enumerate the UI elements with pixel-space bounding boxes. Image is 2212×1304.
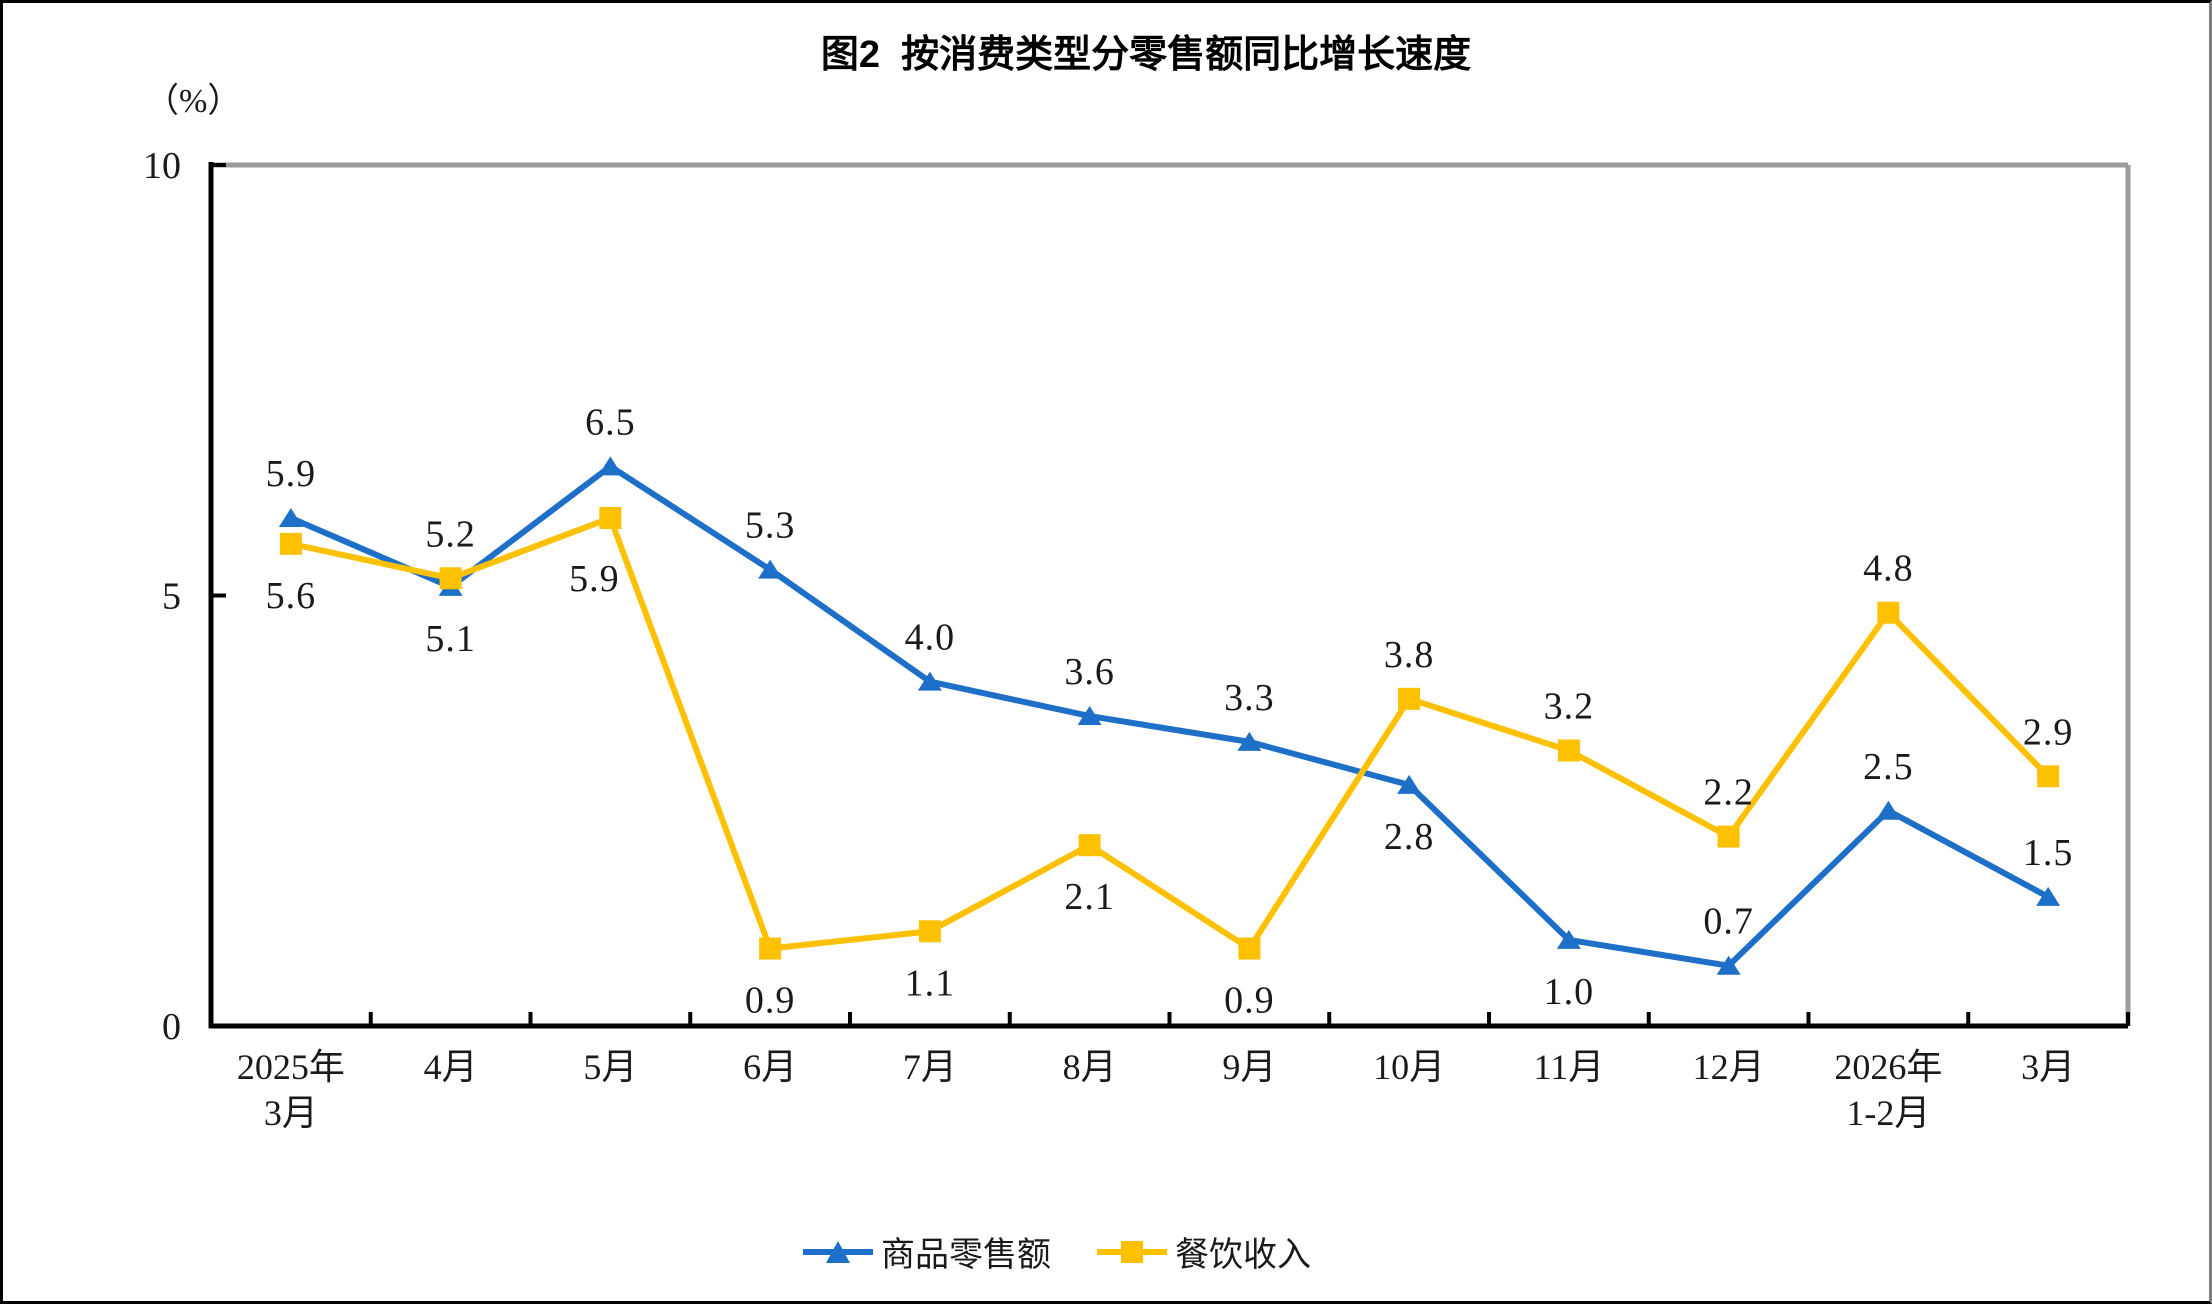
svg-text:1-2月: 1-2月 <box>1846 1093 1930 1133</box>
svg-text:1.1: 1.1 <box>905 962 956 1004</box>
legend-label-catering-income: 餐饮收入 <box>1175 1237 1311 1274</box>
svg-text:2025年: 2025年 <box>237 1047 345 1087</box>
svg-text:7月: 7月 <box>903 1047 957 1087</box>
legend-label-goods-retail: 商品零售额 <box>881 1237 1051 1274</box>
catering-income-series-swatch-icon <box>1097 1240 1167 1263</box>
svg-text:11月: 11月 <box>1534 1047 1605 1087</box>
legend-item-catering-income: 餐饮收入 <box>1097 1227 1311 1276</box>
svg-text:3.8: 3.8 <box>1384 634 1435 676</box>
svg-text:2.5: 2.5 <box>1863 746 1914 788</box>
svg-text:5.9: 5.9 <box>569 558 620 600</box>
svg-text:5.2: 5.2 <box>425 513 476 555</box>
svg-text:1.5: 1.5 <box>2023 832 2074 874</box>
svg-text:10月: 10月 <box>1373 1047 1445 1087</box>
y-axis-unit-label: （%） <box>145 83 242 120</box>
svg-text:12月: 12月 <box>1693 1047 1765 1087</box>
svg-text:1.0: 1.0 <box>1544 971 1595 1013</box>
svg-text:4.0: 4.0 <box>905 617 956 659</box>
svg-text:3月: 3月 <box>264 1093 318 1133</box>
svg-text:2.8: 2.8 <box>1384 816 1435 858</box>
svg-text:2.2: 2.2 <box>1703 772 1754 814</box>
svg-text:6月: 6月 <box>743 1047 797 1087</box>
svg-text:2026年: 2026年 <box>1834 1047 1942 1087</box>
svg-text:6.5: 6.5 <box>585 401 636 443</box>
svg-text:3月: 3月 <box>2021 1047 2075 1087</box>
svg-text:5.6: 5.6 <box>266 575 317 617</box>
svg-text:4.8: 4.8 <box>1863 548 1914 590</box>
legend-item-goods-retail: 商品零售额 <box>803 1227 1051 1276</box>
svg-text:5: 5 <box>162 576 181 618</box>
svg-text:3.3: 3.3 <box>1224 677 1275 719</box>
chart-title: 图2 按消费类型分零售额同比增长速度 <box>820 34 1472 76</box>
svg-text:5.3: 5.3 <box>745 505 796 547</box>
svg-text:4月: 4月 <box>424 1047 478 1087</box>
goods-retail-series-swatch-icon <box>803 1240 873 1263</box>
svg-text:5.1: 5.1 <box>425 618 476 660</box>
svg-text:5月: 5月 <box>583 1047 637 1087</box>
svg-text:2.1: 2.1 <box>1064 876 1115 918</box>
svg-text:9月: 9月 <box>1222 1047 1276 1087</box>
legend: 商品零售额 餐饮收入 <box>803 1227 1311 1276</box>
svg-text:0.9: 0.9 <box>745 980 796 1022</box>
svg-text:3.6: 3.6 <box>1064 651 1115 693</box>
svg-text:0: 0 <box>162 1006 181 1048</box>
svg-text:8月: 8月 <box>1063 1047 1117 1087</box>
svg-text:10: 10 <box>143 145 181 187</box>
svg-text:2.9: 2.9 <box>2023 711 2074 753</box>
svg-text:5.9: 5.9 <box>266 453 317 495</box>
svg-text:3.2: 3.2 <box>1544 685 1595 727</box>
svg-text:0.7: 0.7 <box>1703 901 1754 943</box>
svg-text:0.9: 0.9 <box>1224 980 1275 1022</box>
line-chart-canvas: 0 5 10 2025年 3月 4月 5月 6月 7月 8月 9月 10月 11月 12月 2026年 1-2… <box>143 145 2131 1133</box>
